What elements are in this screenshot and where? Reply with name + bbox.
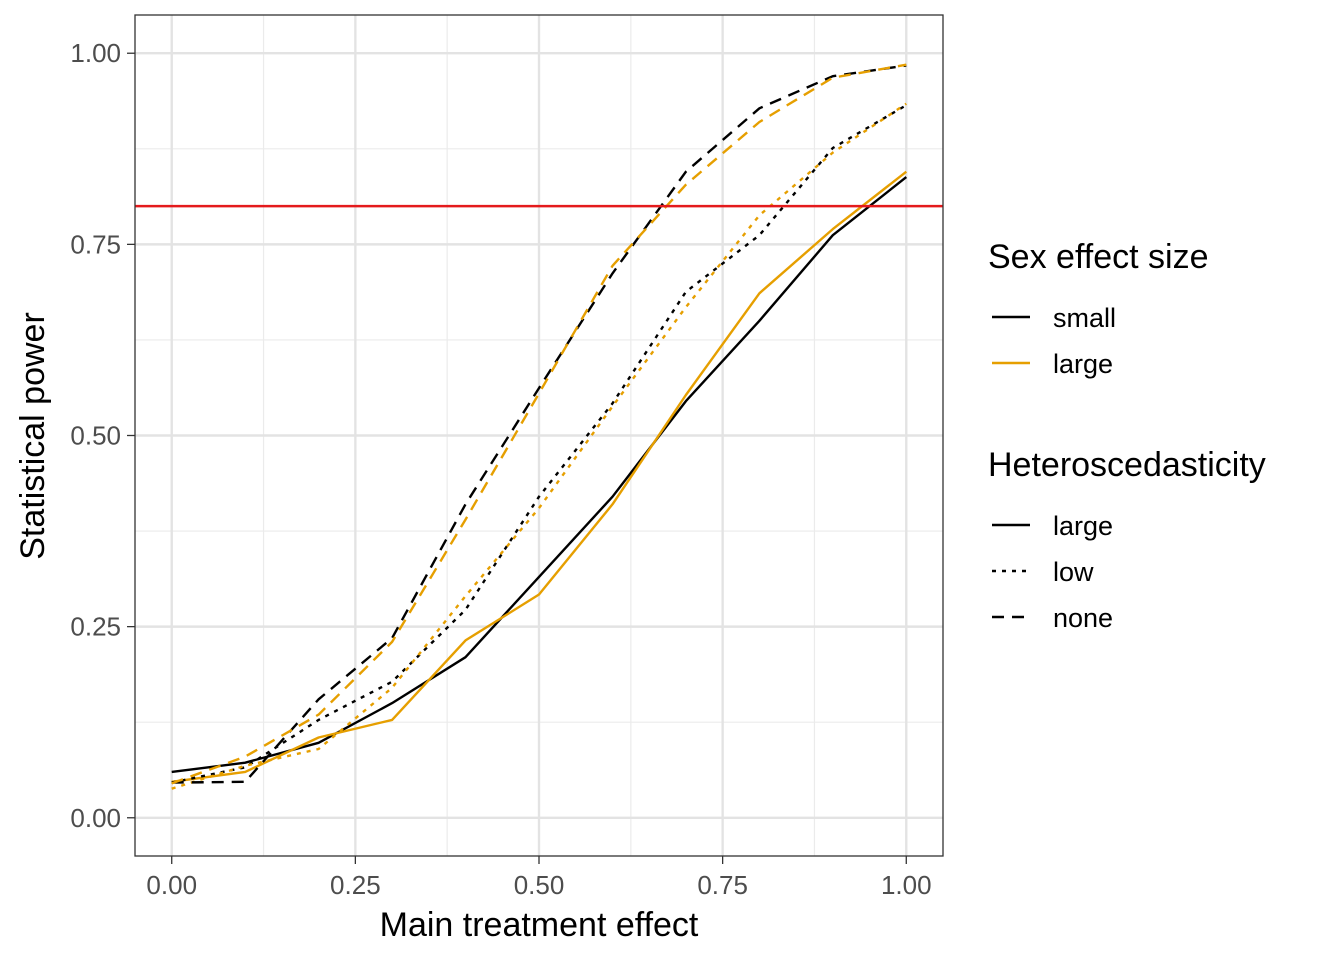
grid-layer [135, 15, 943, 856]
y-tick-label: 0.00 [70, 803, 121, 833]
y-tick-label: 0.25 [70, 612, 121, 642]
y-axis-title: Statistical power [14, 312, 52, 560]
x-tick-label: 0.75 [697, 870, 748, 900]
legend-title: Heteroscedasticity [988, 446, 1266, 484]
axis-layer: 0.00 0.25 0.50 0.75 1.00 0.00 0.25 0.50 0.75 1.00 [70, 38, 931, 900]
series-line-small-sex-low-heteroscedasticity [171, 104, 907, 784]
series-line-small-sex-none-heteroscedasticity [171, 64, 907, 784]
y-tick-label: 0.50 [70, 421, 121, 451]
y-tick-label: 1.00 [70, 38, 121, 68]
legend-title: Sex effect size [988, 238, 1209, 276]
legend-label-small: small [1053, 303, 1116, 333]
x-tick-label: 0.50 [514, 870, 565, 900]
series-layer [171, 63, 908, 790]
legend-label-large: large [1053, 511, 1113, 541]
x-tick-label: 0.25 [330, 870, 381, 900]
x-tick-label: 1.00 [881, 870, 932, 900]
legend-label-large: large [1053, 349, 1113, 379]
x-axis-title: Main treatment effect [380, 906, 699, 944]
series-line-large-sex-low-heteroscedasticity [171, 102, 907, 790]
legend-label-low: low [1053, 557, 1094, 587]
legend-label-none: none [1053, 603, 1113, 633]
series-line-large-sex-large-heteroscedasticity [171, 170, 908, 783]
x-tick-label: 0.00 [146, 870, 197, 900]
y-tick-label: 0.75 [70, 229, 121, 259]
legend-layer: Sex effect size small large Heteroscedastic… [988, 238, 1266, 633]
